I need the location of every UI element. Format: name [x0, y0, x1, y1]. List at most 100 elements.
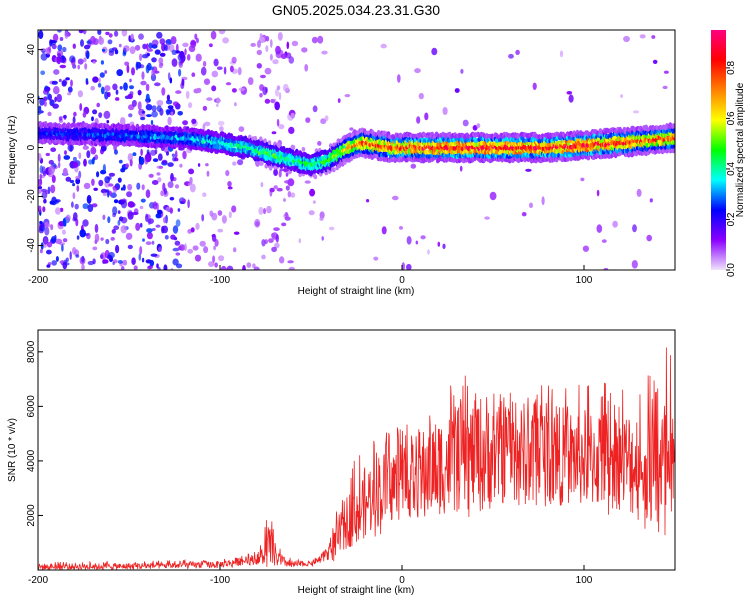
spectrogram-cell — [145, 213, 149, 222]
spectrogram-cell — [164, 235, 169, 240]
spectrogram-cell — [321, 236, 324, 241]
spectrogram-cell — [175, 219, 181, 227]
spectrogram-cell — [568, 94, 574, 103]
spectrogram-cell — [229, 65, 234, 73]
x-tick-label: 0 — [399, 275, 405, 286]
spectrogram-cell — [420, 235, 426, 240]
spectrogram-cell — [94, 154, 99, 160]
spectrogram-cell — [287, 260, 294, 264]
spectrogram-cell — [156, 172, 161, 176]
spectrogram-cell — [181, 198, 187, 203]
spectrogram-cell — [124, 61, 130, 66]
spectrogram-cell — [92, 109, 98, 115]
spectrogram-cell — [213, 245, 217, 251]
spectrogram-cell — [191, 72, 196, 77]
snr-x-axis-label: Height of straight line (km) — [298, 585, 415, 596]
spectrogram-cell — [45, 152, 50, 157]
spectrogram-cell — [284, 212, 289, 217]
spectrogram-cell — [186, 54, 191, 61]
spectrogram-cell — [112, 206, 118, 216]
spectrogram-cell — [222, 37, 230, 44]
snr-x-ticks: -200 -100 0 100 — [28, 565, 593, 586]
spectrogram-cell — [277, 32, 283, 41]
spectrogram-cell — [301, 47, 308, 53]
spectrogram-cell — [216, 66, 223, 70]
spectrogram-cell — [159, 108, 164, 116]
spectrogram-cell — [42, 206, 46, 213]
spectrogram-cell — [454, 88, 460, 93]
y-tick-label: -20 — [26, 189, 37, 204]
spectrogram-cell — [263, 208, 266, 215]
colorbar-label: Normalized spectral amplitude — [735, 82, 746, 217]
spectrogram-cell — [65, 257, 69, 263]
spectrogram-cell — [154, 49, 161, 55]
spectrogram-cell — [139, 112, 146, 119]
spectrogram-cell — [108, 172, 115, 177]
spectrogram-cell — [265, 35, 270, 42]
spectrogram-cell — [116, 69, 123, 77]
spectrogram-cell — [290, 192, 296, 198]
spectrogram-cell — [61, 80, 67, 87]
spectrogram-cell — [286, 41, 290, 50]
spectrogram-cell — [75, 175, 81, 180]
spectrogram-cell — [301, 146, 306, 152]
spectrogram-cell — [246, 262, 252, 268]
spectrogram-cell — [164, 44, 168, 51]
spectrogram-cell — [139, 156, 145, 166]
spectrogram-cell — [44, 226, 50, 236]
spectrogram-cell — [117, 177, 122, 183]
spectrogram-cell — [62, 167, 68, 177]
spectrogram-cell — [206, 97, 213, 101]
spectrogram-cell — [462, 119, 469, 127]
spectrogram-cell — [175, 252, 181, 256]
spectrogram-cell — [130, 33, 134, 42]
spectrogram-cell — [98, 179, 104, 187]
spectrogram-cell — [77, 58, 84, 65]
spectrogram-cell — [98, 112, 103, 118]
spectrogram-cell — [131, 211, 139, 216]
spectrogram-cell — [100, 60, 104, 65]
spectrogram-cell — [120, 187, 124, 191]
spectrogram-cell — [172, 156, 177, 162]
spectrogram-cell — [177, 246, 182, 251]
spectrogram-cell — [184, 48, 187, 56]
spectrogram-cell — [397, 74, 401, 83]
snr-plot-area — [38, 347, 675, 570]
spectrogram-cell — [188, 102, 193, 109]
spectrogram-cell — [672, 143, 675, 149]
spectrogram-cell — [211, 70, 219, 78]
spectrogram-cell — [40, 248, 43, 254]
spectrogram-cell — [149, 259, 155, 267]
spectrogram-cell — [38, 106, 42, 115]
spectrogram-cell — [52, 33, 59, 42]
spectrogram-cell — [205, 163, 209, 167]
spectrogram-cell — [672, 133, 675, 138]
spectrogram-cell — [91, 116, 94, 122]
spectrogram-cell — [218, 255, 225, 262]
spectrogram-cell — [163, 264, 168, 270]
spectrogram-cell — [50, 184, 56, 194]
spectrogram-cell — [123, 82, 128, 91]
spectrogram-cell — [127, 183, 133, 191]
spectrogram-cell — [78, 30, 84, 34]
spectrogram-cell — [97, 83, 102, 88]
spectrogram-cell — [161, 159, 168, 164]
spectrogram-cell — [41, 191, 48, 199]
spectrogram-cell — [254, 218, 261, 228]
spectrogram-cell — [636, 188, 642, 197]
spectrogram-cell — [266, 205, 272, 214]
spectrogram-cell — [129, 85, 134, 90]
spectrogram-cell — [373, 256, 379, 261]
spectrogram-cell — [62, 115, 67, 119]
spectrogram-cell — [273, 185, 278, 190]
spectrogram-cell — [159, 52, 166, 57]
spectrogram-cell — [256, 63, 262, 69]
x-tick-label: -200 — [28, 575, 48, 586]
spectrogram-cell — [172, 247, 180, 252]
spectrogram-cell — [39, 174, 43, 179]
spectrogram-cell — [82, 203, 89, 210]
spectrogram-cell — [119, 86, 123, 90]
y-tick-label: 0 — [26, 144, 37, 150]
spectrogram-cell — [77, 90, 83, 98]
spectrogram-cell — [128, 35, 131, 42]
